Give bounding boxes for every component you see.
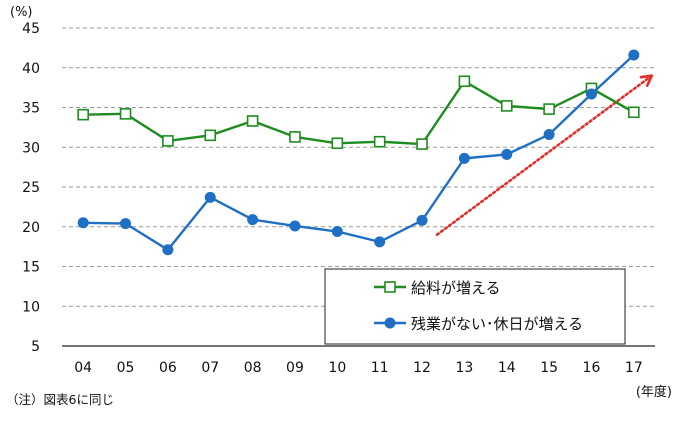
data-point-overtime [628,49,640,61]
data-point-overtime [458,152,470,164]
data-point-overtime [374,236,386,248]
trend-arrow [435,74,654,236]
data-point-salary [289,131,301,143]
x-tick-label: 14 [498,360,516,376]
footnote: （注）図表6に同じ [6,392,114,407]
data-point-salary [77,108,89,121]
x-tick-label: 08 [244,360,262,376]
data-point-salary [162,135,174,147]
x-axis-unit: (年度) [636,384,672,400]
y-tick-label: 35 [22,101,40,117]
data-point-overtime [585,88,597,100]
legend-marker-overtime [384,317,396,329]
x-tick-label: 05 [117,360,135,376]
y-axis-ticks: 5 10 15 20 25 30 35 40 45 [22,21,40,355]
series-layer [77,49,640,256]
x-tick-label: 15 [540,360,558,376]
x-tick-label: 16 [583,360,601,376]
data-point-salary [331,137,344,150]
x-tick-label: 09 [286,360,304,376]
data-point-salary [373,135,386,148]
data-point-overtime [331,226,343,238]
data-point-salary [500,100,513,112]
data-point-salary [416,138,428,150]
x-tick-label: 06 [159,360,177,376]
x-tick-label: 13 [455,360,473,376]
y-tick-label: 5 [31,339,40,355]
data-point-overtime [77,217,89,229]
data-point-salary [458,75,471,88]
y-tick-label: 10 [22,299,40,315]
legend-item-overtime: 残業がない･休日が増える [374,315,583,333]
series-line-overtime [83,54,635,252]
x-tick-label: 04 [74,360,92,376]
data-point-overtime [247,214,259,226]
x-tick-label: 07 [201,360,219,376]
data-point-overtime [543,129,555,141]
trend-arrow-line [435,74,654,236]
legend: 給料が増える 残業がない･休日が増える [324,268,626,345]
data-point-overtime [289,220,301,232]
x-tick-label: 17 [625,360,643,376]
data-point-overtime [416,214,428,226]
data-point-salary [628,106,640,119]
data-point-overtime [120,218,132,230]
data-point-salary [119,108,132,120]
gridlines [62,27,655,307]
legend-label-salary: 給料が増える [411,279,501,297]
legend-marker-salary [384,281,396,293]
y-tick-label: 45 [22,21,40,37]
y-axis-unit: (%) [10,5,33,20]
series-line-salary [83,80,635,146]
data-point-salary [246,115,259,127]
legend-item-salary: 給料が増える [374,279,501,297]
y-tick-label: 30 [22,140,40,156]
data-point-overtime [501,148,513,160]
x-tick-label: 10 [328,360,346,376]
y-tick-label: 25 [22,180,40,196]
data-point-overtime [162,244,174,256]
x-tick-label: 11 [371,360,389,376]
data-point-salary [204,129,217,142]
data-point-salary [543,103,555,115]
y-tick-label: 20 [22,220,40,236]
legend-box [324,268,626,345]
x-tick-label: 12 [413,360,431,376]
y-tick-label: 40 [22,61,40,77]
trend-arrow-head [639,74,654,87]
data-point-overtime [204,191,216,203]
legend-label-overtime: 残業がない･休日が増える [411,315,583,333]
x-axis-ticks: 04 05 06 07 08 09 10 11 12 13 14 15 16 17 [74,360,642,376]
y-tick-label: 15 [22,260,40,276]
